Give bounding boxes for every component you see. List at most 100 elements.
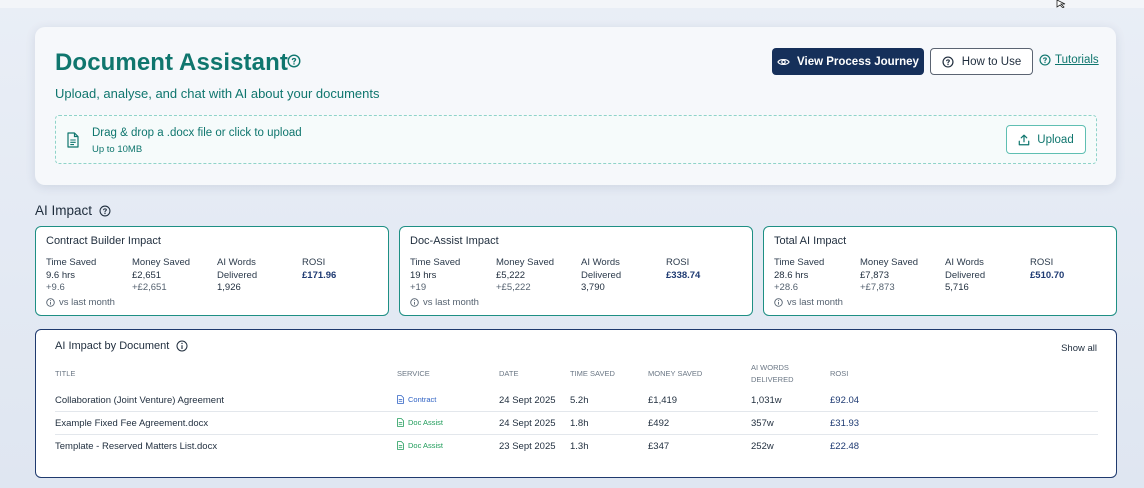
metric-delta: +28.6 [774,282,799,293]
vs-last-month-label: vs last month [423,297,479,308]
metric-label: AI Words [945,257,984,268]
doc-assist-impact-card: Doc-Assist Impact Time Saved 19 hrs +19 … [399,226,753,316]
document-time-saved: 1.3h [570,441,589,452]
document-icon [397,441,404,450]
view-process-journey-label: View Process Journey [797,55,919,68]
column-header-rosi[interactable]: ROSI [830,369,849,378]
metric-value: £171.96 [302,269,337,281]
column-header-service[interactable]: SERVICE [397,369,430,378]
service-label: Contract [408,395,437,404]
metric-label: AI Words [581,257,620,268]
metric-delta: +£5,222 [496,282,531,293]
money-saved-metric: Money Saved £7,873 +£7,873 [860,257,918,295]
document-title: Template - Reserved Matters List.docx [55,441,218,452]
document-time-saved: 1.8h [570,418,589,429]
document-icon [397,395,404,404]
metric-label: Time Saved [774,257,825,268]
info-icon [46,298,55,307]
time-saved-metric: Time Saved 9.6 hrs +9.6 [46,257,96,295]
metric-label: Money Saved [860,257,919,268]
view-process-journey-button[interactable]: View Process Journey [772,48,924,75]
how-to-use-label: How to Use [961,55,1022,68]
metric-value: £7,873 [860,269,890,281]
ai-impact-heading: AI Impact [35,203,93,218]
metric-delta: +19 [410,282,427,293]
column-header-ai-words-delivered[interactable]: AI WORDS DELIVERED [751,362,794,386]
how-to-use-button[interactable]: How to Use [930,48,1033,75]
metric-value: 9.6 hrs [46,269,76,281]
help-circle-icon[interactable] [99,205,111,217]
file-dropzone[interactable]: Drag & drop a .docx file or click to upl… [55,115,1097,164]
time-saved-metric: Time Saved 19 hrs +19 [410,257,460,295]
help-circle-icon [942,55,954,68]
column-header-title[interactable]: TITLE [55,369,76,378]
document-rosi: £22.48 [830,441,860,452]
metric-value: 19 hrs [410,269,437,281]
vs-last-month-note: vs last month [774,297,843,308]
impact-card-title: Doc-Assist Impact [410,235,499,247]
help-circle-icon[interactable] [287,54,301,68]
mouse-cursor-icon [1056,0,1066,8]
metric-value: 28.6 hrs [774,269,809,281]
show-all-link[interactable]: Show all [1061,343,1097,354]
vs-last-month-label: vs last month [59,297,115,308]
document-ai-words: 1,031w [751,395,782,406]
page-title: Document Assistant [55,49,288,76]
document-icon [67,132,79,148]
service-badge: Doc Assist [397,418,443,427]
document-icon [397,418,404,427]
impact-card-title: Total AI Impact [774,235,847,247]
table-row[interactable]: Example Fixed Fee Agreement.docx Doc Ass… [55,412,1098,435]
metric-delta: +9.6 [46,282,65,293]
column-header-line: DELIVERED [751,375,794,384]
metric-value: £2,651 [132,269,162,281]
document-rosi: £92.04 [830,395,860,406]
eye-icon [777,58,790,65]
metric-label: Delivered [581,269,622,281]
column-header-time-saved[interactable]: TIME SAVED [570,369,615,378]
ai-impact-by-document-card: AI Impact by Document Show all TITLE SER… [35,329,1117,478]
metric-label: ROSI [302,257,326,268]
metric-value: £510.70 [1030,269,1065,281]
contract-builder-impact-card: Contract Builder Impact Time Saved 9.6 h… [35,226,389,316]
upload-icon [1018,134,1030,145]
column-header-money-saved[interactable]: MONEY SAVED [648,369,703,378]
document-title: Collaboration (Joint Venture) Agreement [55,395,224,406]
metric-label: Time Saved [46,257,97,268]
money-saved-metric: Money Saved £2,651 +£2,651 [132,257,190,295]
column-header-line: AI WORDS [751,363,789,372]
ai-impact-section-title: AI Impact [35,203,111,218]
metric-delta: +£7,873 [860,282,895,293]
service-badge: Contract [397,395,436,404]
money-saved-metric: Money Saved £5,222 +£5,222 [496,257,554,295]
rosi-metric: ROSI £338.74 [666,257,700,282]
service-badge: Doc Assist [397,441,443,450]
metric-value: 5,716 [945,282,969,293]
document-assistant-header-card: Document Assistant Upload, analyse, and … [35,27,1116,185]
metric-delta: +£2,651 [132,282,167,293]
help-circle-icon [1039,54,1051,66]
impact-card-title: Contract Builder Impact [46,235,161,247]
table-title: AI Impact by Document [55,340,170,352]
document-date: 23 Sept 2025 [499,441,556,452]
info-icon[interactable] [176,340,188,352]
ai-words-metric: AI Words Delivered 3,790 [581,257,621,295]
total-ai-impact-card: Total AI Impact Time Saved 28.6 hrs +28.… [763,226,1117,316]
metric-label: Money Saved [496,257,555,268]
time-saved-metric: Time Saved 28.6 hrs +28.6 [774,257,824,295]
upload-button[interactable]: Upload [1006,125,1086,154]
column-header-date[interactable]: DATE [499,369,519,378]
tutorials-label: Tutorials [1055,54,1099,66]
ai-impact-by-document-title: AI Impact by Document [55,340,188,352]
document-money-saved: £1,419 [648,395,678,406]
vs-last-month-note: vs last month [46,297,115,308]
info-icon [410,298,419,307]
table-row[interactable]: Template - Reserved Matters List.docx Do… [55,435,1098,458]
service-label: Doc Assist [408,441,444,450]
table-row[interactable]: Collaboration (Joint Venture) Agreement … [55,389,1098,412]
document-money-saved: £347 [648,441,670,452]
tutorials-link[interactable]: Tutorials [1039,54,1099,66]
metric-label: Delivered [217,269,258,281]
metric-label: Money Saved [132,257,191,268]
metric-label: Time Saved [410,257,461,268]
